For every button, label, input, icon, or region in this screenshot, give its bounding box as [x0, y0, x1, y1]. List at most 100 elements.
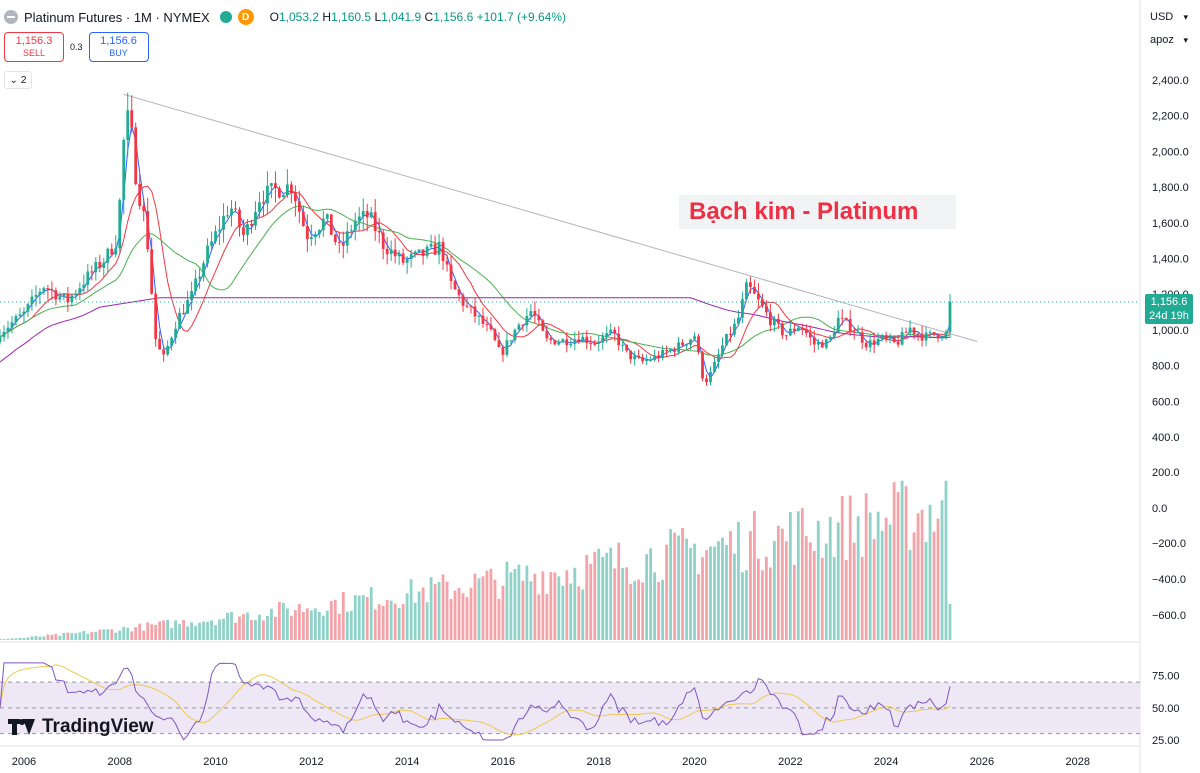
price-tick-label: 1,600.0 — [1152, 218, 1189, 230]
candle-body — [242, 227, 245, 235]
candle-body — [868, 340, 872, 348]
volume-bar — [138, 623, 142, 640]
volume-bar — [904, 486, 908, 640]
ma-line — [0, 297, 951, 363]
candle-body — [238, 209, 241, 228]
volume-bar — [733, 553, 736, 640]
candle-body — [832, 332, 836, 337]
candle-body — [150, 249, 154, 294]
sell-button[interactable]: 1,156.3 SELL — [4, 32, 64, 62]
currency-select[interactable]: USD ▾ — [1150, 11, 1188, 23]
symbol-title[interactable]: Platinum Futures · 1M · NYMEX — [24, 9, 210, 25]
high-value: 1,160.5 — [331, 10, 372, 24]
candle-body — [669, 349, 672, 352]
candle-body — [625, 344, 629, 351]
scale-mode-select[interactable]: apoz ▾ — [1150, 34, 1188, 46]
candle-body — [900, 331, 904, 345]
candle-body — [876, 338, 880, 345]
volume-bar — [916, 513, 920, 640]
rsi-tick-label: 25.00 — [1152, 735, 1180, 747]
volume-bar — [421, 587, 425, 640]
candle-body — [301, 211, 305, 226]
candle-body — [154, 293, 158, 339]
candle-body — [114, 248, 118, 255]
volume-bar — [14, 638, 18, 640]
candle-body — [705, 378, 708, 383]
time-tick-label: 2010 — [203, 756, 227, 768]
candle-body — [820, 342, 824, 348]
volume-bar — [102, 629, 106, 640]
buy-button[interactable]: 1,156.6 BUY — [88, 32, 149, 62]
candle-body — [441, 241, 445, 262]
candle-body — [617, 333, 621, 346]
volume-bar — [677, 535, 680, 640]
candle-body — [445, 261, 449, 265]
volume-bar — [637, 579, 641, 640]
candle-body — [613, 329, 617, 334]
volume-bar — [70, 632, 74, 640]
buy-label: BUY — [109, 48, 128, 58]
candle-body — [733, 323, 736, 335]
candle-body — [385, 248, 389, 255]
interval-badge[interactable]: D — [237, 9, 254, 25]
volume-bar — [78, 632, 82, 640]
volume-bar — [170, 628, 174, 640]
candle-body — [860, 332, 864, 343]
candle-body — [293, 192, 297, 202]
volume-bar — [920, 509, 924, 640]
volume-bar — [130, 631, 134, 640]
volume-bar — [218, 619, 221, 640]
price-tick-label: 1,000.0 — [1152, 325, 1189, 337]
volume-bar — [764, 556, 768, 640]
volume-bar — [760, 570, 764, 640]
candle-body — [780, 323, 784, 336]
close-value: 1,156.6 — [433, 10, 474, 24]
candle-body — [864, 342, 868, 348]
market-status-icon[interactable] — [219, 11, 232, 23]
candle-body — [401, 253, 405, 263]
candle-body — [465, 305, 469, 307]
candle-body — [313, 234, 317, 238]
candle-body — [377, 230, 381, 233]
candle-body — [198, 276, 201, 279]
volume-bar — [373, 609, 377, 640]
candle-body — [42, 288, 46, 292]
volume-bar — [557, 576, 561, 640]
open-value: 1,053.2 — [279, 10, 320, 24]
volume-bar — [293, 610, 297, 640]
candle-body — [206, 245, 209, 264]
candle-body — [741, 299, 744, 318]
candle-body — [234, 208, 237, 210]
candle-body — [341, 242, 345, 246]
candle-body — [689, 339, 692, 345]
volume-bar — [162, 620, 166, 640]
candle-body — [190, 291, 193, 301]
time-tick-label: 2014 — [395, 756, 419, 768]
annotation-label[interactable]: Bạch kim - Platinum — [679, 195, 956, 229]
last-price-value: 1,156.6 — [1150, 296, 1188, 308]
volume-bar — [689, 548, 692, 640]
candle-body — [796, 327, 800, 331]
indicators-collapse-button[interactable]: ⌄ 2 — [4, 71, 32, 89]
candle-body — [278, 188, 281, 198]
candle-body — [784, 335, 788, 337]
volume-bar — [569, 583, 573, 640]
candle-body — [757, 293, 760, 300]
candle-body — [417, 249, 421, 252]
volume-bar — [74, 633, 78, 640]
tradingview-logo[interactable]: TradingView — [8, 716, 154, 738]
volume-bar — [206, 621, 209, 640]
candle-body — [840, 317, 844, 319]
candle-body — [764, 305, 768, 313]
volume-bar — [369, 587, 373, 640]
candle-body — [469, 305, 473, 307]
candle-body — [421, 249, 425, 256]
candle-body — [102, 262, 106, 268]
candles — [0, 92, 952, 386]
volume-bar — [142, 630, 146, 640]
symbol-header: Platinum Futures · 1M · NYMEX D O1,053.2… — [4, 6, 566, 28]
candle-body — [26, 304, 30, 312]
volume-tick-label: −200.0 — [1152, 538, 1186, 550]
platinum-symbol-icon — [4, 10, 18, 24]
